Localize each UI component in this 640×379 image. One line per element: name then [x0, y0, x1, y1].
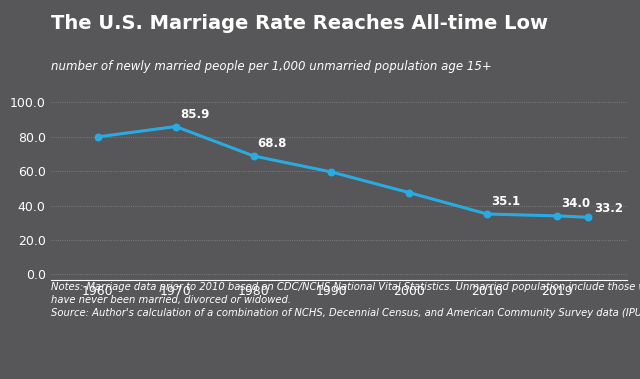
Point [248, 153, 259, 159]
Point [171, 124, 181, 130]
Text: Notes: Marriage data prior to 2010 based on CDC/NCHS National Vital Statistics. : Notes: Marriage data prior to 2010 based… [51, 282, 640, 318]
Text: The U.S. Marriage Rate Reaches All-time Low: The U.S. Marriage Rate Reaches All-time … [51, 14, 548, 33]
Text: 33.2: 33.2 [594, 202, 623, 215]
Text: 35.1: 35.1 [492, 196, 520, 208]
Point [552, 213, 563, 219]
Text: number of newly married people per 1,000 unmarried population age 15+: number of newly married people per 1,000… [51, 60, 492, 73]
Point [326, 169, 337, 175]
Point [404, 190, 414, 196]
Point [482, 211, 492, 217]
Text: 68.8: 68.8 [258, 138, 287, 150]
Text: 34.0: 34.0 [561, 197, 591, 210]
Point [93, 134, 103, 140]
Text: 85.9: 85.9 [180, 108, 209, 121]
Point [583, 214, 593, 220]
